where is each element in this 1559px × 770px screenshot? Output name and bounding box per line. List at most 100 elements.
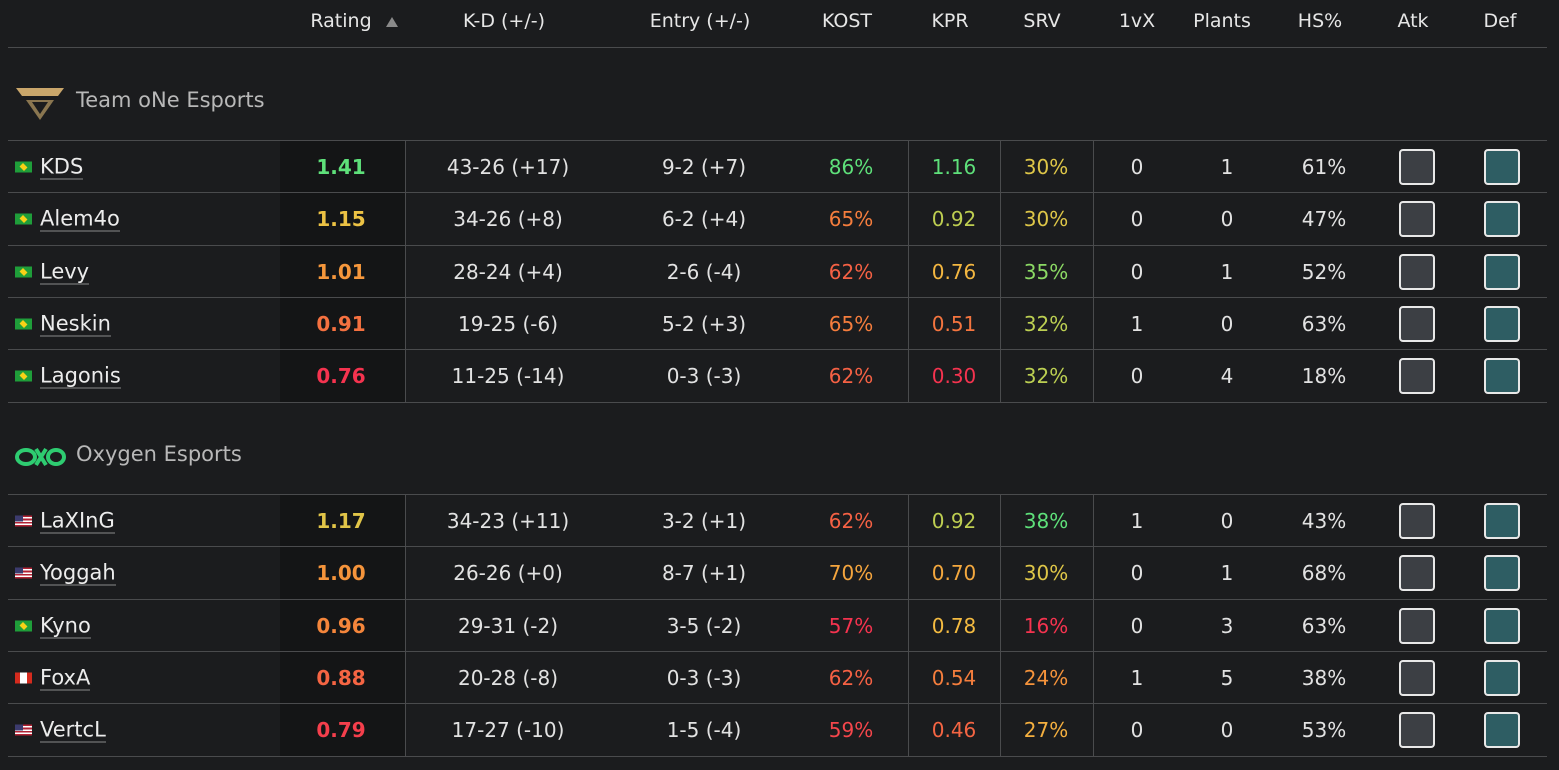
row-divider xyxy=(8,650,1547,652)
column-header[interactable]: 1vX xyxy=(1118,10,1156,32)
player-name[interactable]: Kyno xyxy=(40,613,91,639)
kpr-cell: 0.54 xyxy=(931,666,977,691)
kost-cell: 65% xyxy=(828,312,874,337)
kd-cell: 43-26 (+17) xyxy=(446,155,570,180)
kost-cell: 59% xyxy=(828,718,874,743)
flag xyxy=(15,515,32,527)
flag xyxy=(15,567,32,579)
team-logo xyxy=(16,88,64,120)
row-divider xyxy=(8,296,1547,298)
column-header[interactable]: Rating xyxy=(310,10,372,32)
attack-operator-icon xyxy=(1399,660,1435,697)
flag xyxy=(15,620,32,632)
onevx-cell: 1 xyxy=(1130,509,1144,534)
onevx-cell: 0 xyxy=(1130,259,1144,284)
column-header[interactable]: KOST xyxy=(821,10,873,32)
plants-cell: 0 xyxy=(1220,312,1234,337)
flag xyxy=(15,266,32,278)
kd-cell: 17-27 (-10) xyxy=(451,718,565,743)
kost-cell: 65% xyxy=(828,207,874,232)
rating-cell: 1.17 xyxy=(316,509,366,534)
defense-operator-icon xyxy=(1484,306,1520,343)
row-divider xyxy=(8,546,1547,548)
kd-cell: 20-28 (-8) xyxy=(457,666,559,691)
player-name[interactable]: Yoggah xyxy=(40,560,116,586)
attack-operator-icon xyxy=(1399,503,1435,540)
player-name[interactable]: KDS xyxy=(40,154,84,180)
srv-cell: 24% xyxy=(1023,666,1069,691)
kost-cell: 62% xyxy=(828,666,874,691)
srv-cell: 30% xyxy=(1023,561,1069,586)
rating-cell: 0.91 xyxy=(316,312,366,337)
column-divider xyxy=(1093,141,1094,403)
flag xyxy=(15,318,32,330)
player-name[interactable]: VertcL xyxy=(40,717,106,743)
column-divider xyxy=(1000,141,1001,403)
plants-cell: 0 xyxy=(1220,207,1234,232)
attack-operator-icon xyxy=(1399,149,1435,186)
row-divider xyxy=(8,192,1547,194)
player-name[interactable]: Neskin xyxy=(40,311,111,337)
rating-cell: 1.15 xyxy=(316,207,366,232)
kd-cell: 19-25 (-6) xyxy=(457,312,559,337)
rating-cell: 0.76 xyxy=(316,364,366,389)
hs-cell: 43% xyxy=(1301,509,1347,534)
defense-operator-icon xyxy=(1484,201,1520,238)
column-divider xyxy=(405,141,406,403)
kd-cell: 34-26 (+8) xyxy=(453,207,563,232)
plants-cell: 3 xyxy=(1220,613,1234,638)
defense-operator-icon xyxy=(1484,503,1520,540)
hs-cell: 18% xyxy=(1301,364,1347,389)
player-name[interactable]: LaXInG xyxy=(40,508,115,534)
column-header[interactable]: Entry (+/-) xyxy=(649,10,751,32)
kd-cell: 34-23 (+11) xyxy=(446,509,570,534)
sort-arrow[interactable] xyxy=(385,16,399,28)
hs-cell: 38% xyxy=(1301,666,1347,691)
player-name[interactable]: Levy xyxy=(40,259,90,285)
onevx-cell: 0 xyxy=(1130,561,1144,586)
kpr-cell: 0.76 xyxy=(931,259,977,284)
onevx-cell: 1 xyxy=(1130,312,1144,337)
row-divider xyxy=(8,598,1547,600)
column-header[interactable]: K-D (+/-) xyxy=(463,10,545,32)
kost-cell: 62% xyxy=(828,364,874,389)
plants-cell: 4 xyxy=(1220,364,1234,389)
team-name: Team oNe Esports xyxy=(76,88,265,112)
kpr-cell: 0.46 xyxy=(931,718,977,743)
kost-cell: 57% xyxy=(828,613,874,638)
defense-operator-icon xyxy=(1484,712,1520,749)
defense-operator-icon xyxy=(1484,358,1520,395)
defense-operator-icon xyxy=(1484,555,1520,592)
rating-cell: 1.01 xyxy=(316,259,366,284)
player-name[interactable]: Lagonis xyxy=(40,363,121,389)
plants-cell: 1 xyxy=(1220,259,1234,284)
column-header[interactable]: Plants xyxy=(1193,10,1251,32)
kost-cell: 62% xyxy=(828,259,874,284)
column-header[interactable]: SRV xyxy=(1023,10,1061,32)
attack-operator-icon xyxy=(1399,253,1435,290)
row-divider xyxy=(8,401,1547,403)
plants-cell: 0 xyxy=(1220,718,1234,743)
hs-cell: 63% xyxy=(1301,613,1347,638)
column-divider xyxy=(1093,495,1094,757)
attack-operator-icon xyxy=(1399,358,1435,395)
hs-cell: 52% xyxy=(1301,259,1347,284)
attack-operator-icon xyxy=(1399,712,1435,749)
attack-operator-icon xyxy=(1399,306,1435,343)
entry-cell: 5-2 (+3) xyxy=(661,312,747,337)
player-name[interactable]: Alem4o xyxy=(40,206,120,232)
row-divider xyxy=(8,349,1547,351)
flag xyxy=(15,213,32,225)
rating-cell: 0.79 xyxy=(316,718,366,743)
entry-cell: 0-3 (-3) xyxy=(666,364,742,389)
column-header[interactable]: KPR xyxy=(931,10,969,32)
plants-cell: 1 xyxy=(1220,155,1234,180)
rating-cell: 0.96 xyxy=(316,613,366,638)
attack-operator-icon xyxy=(1399,201,1435,238)
column-header[interactable]: HS% xyxy=(1297,10,1343,32)
column-divider xyxy=(1000,495,1001,757)
srv-cell: 16% xyxy=(1023,613,1069,638)
kpr-cell: 0.92 xyxy=(931,207,977,232)
player-name[interactable]: FoxA xyxy=(40,665,91,691)
